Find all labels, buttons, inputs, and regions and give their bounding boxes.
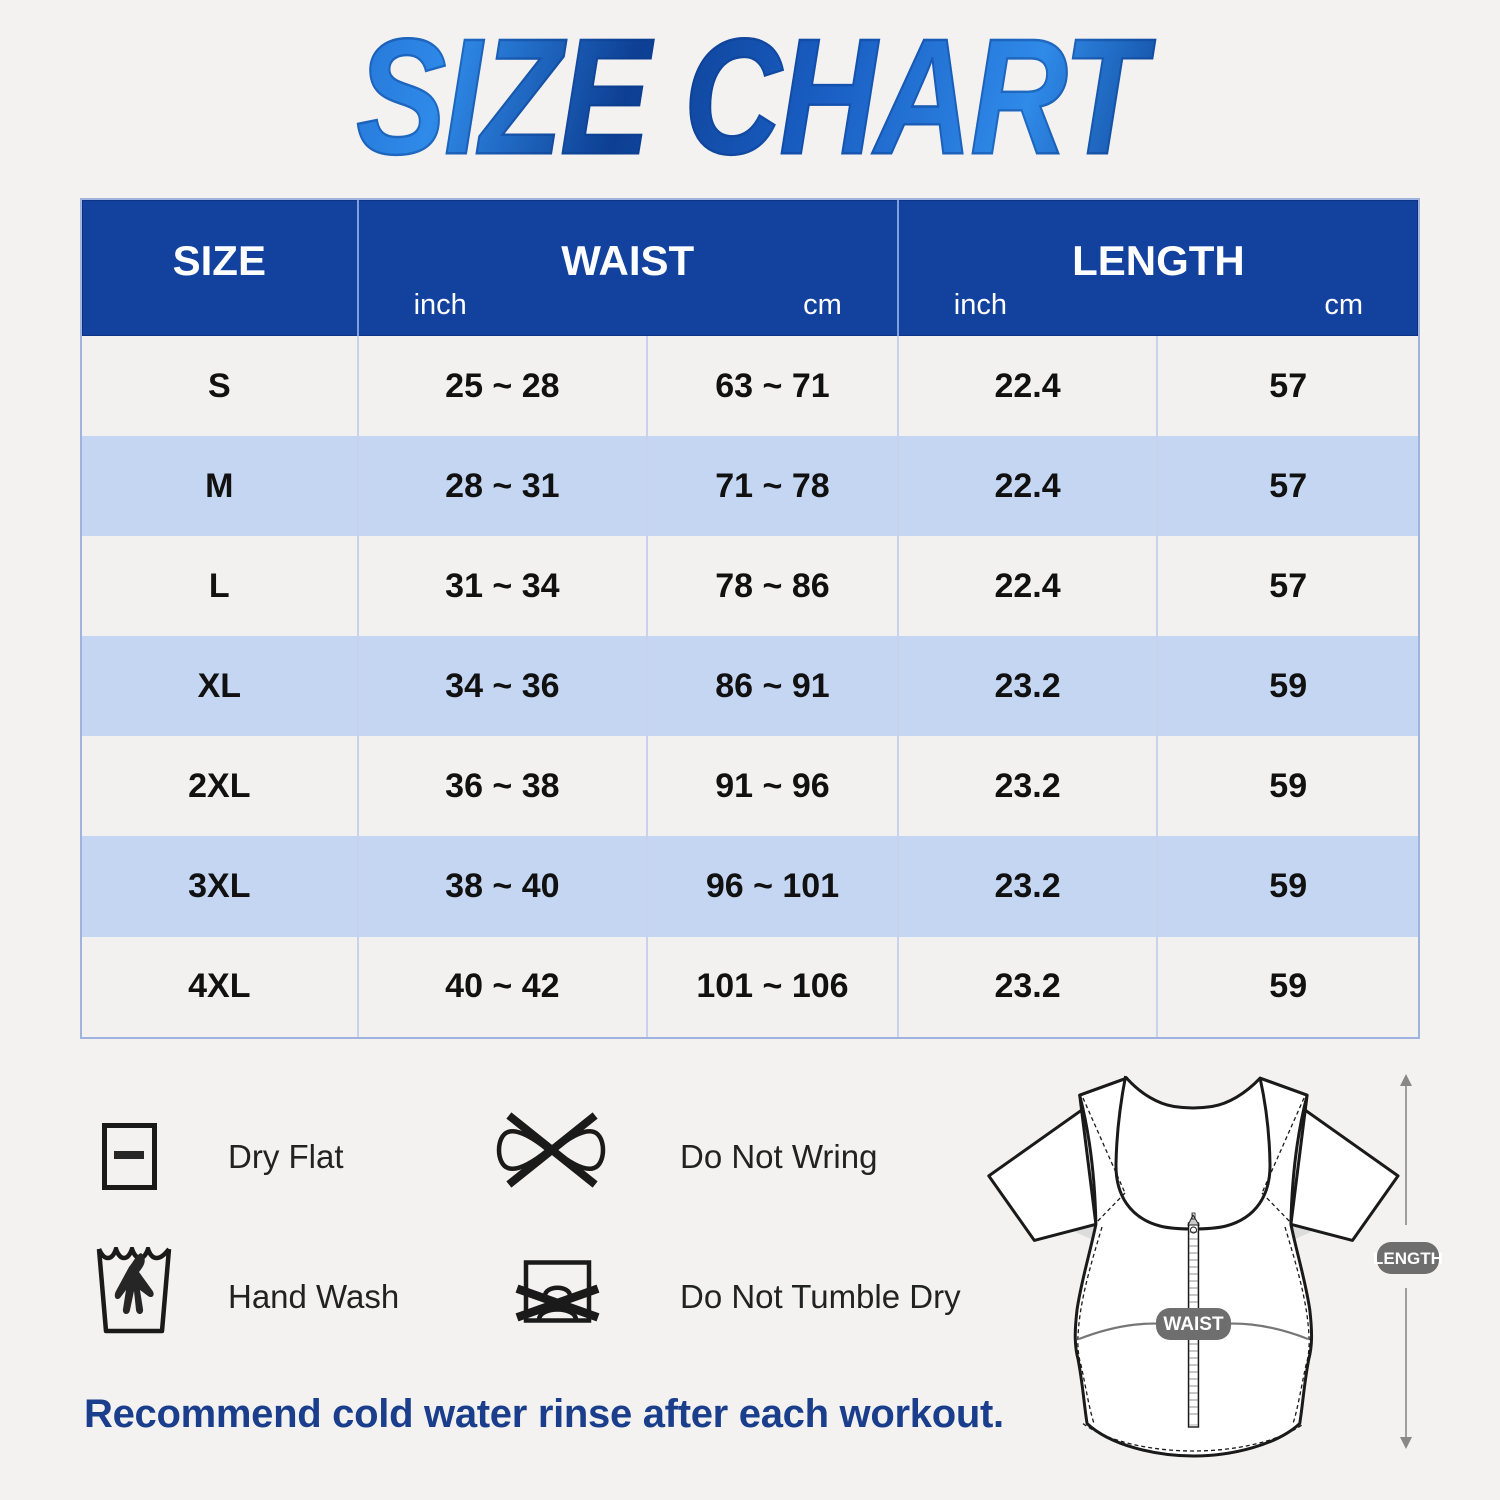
- svg-text:WAIST: WAIST: [1163, 1314, 1224, 1335]
- svg-text:LENGTH: LENGTH: [1373, 1249, 1443, 1268]
